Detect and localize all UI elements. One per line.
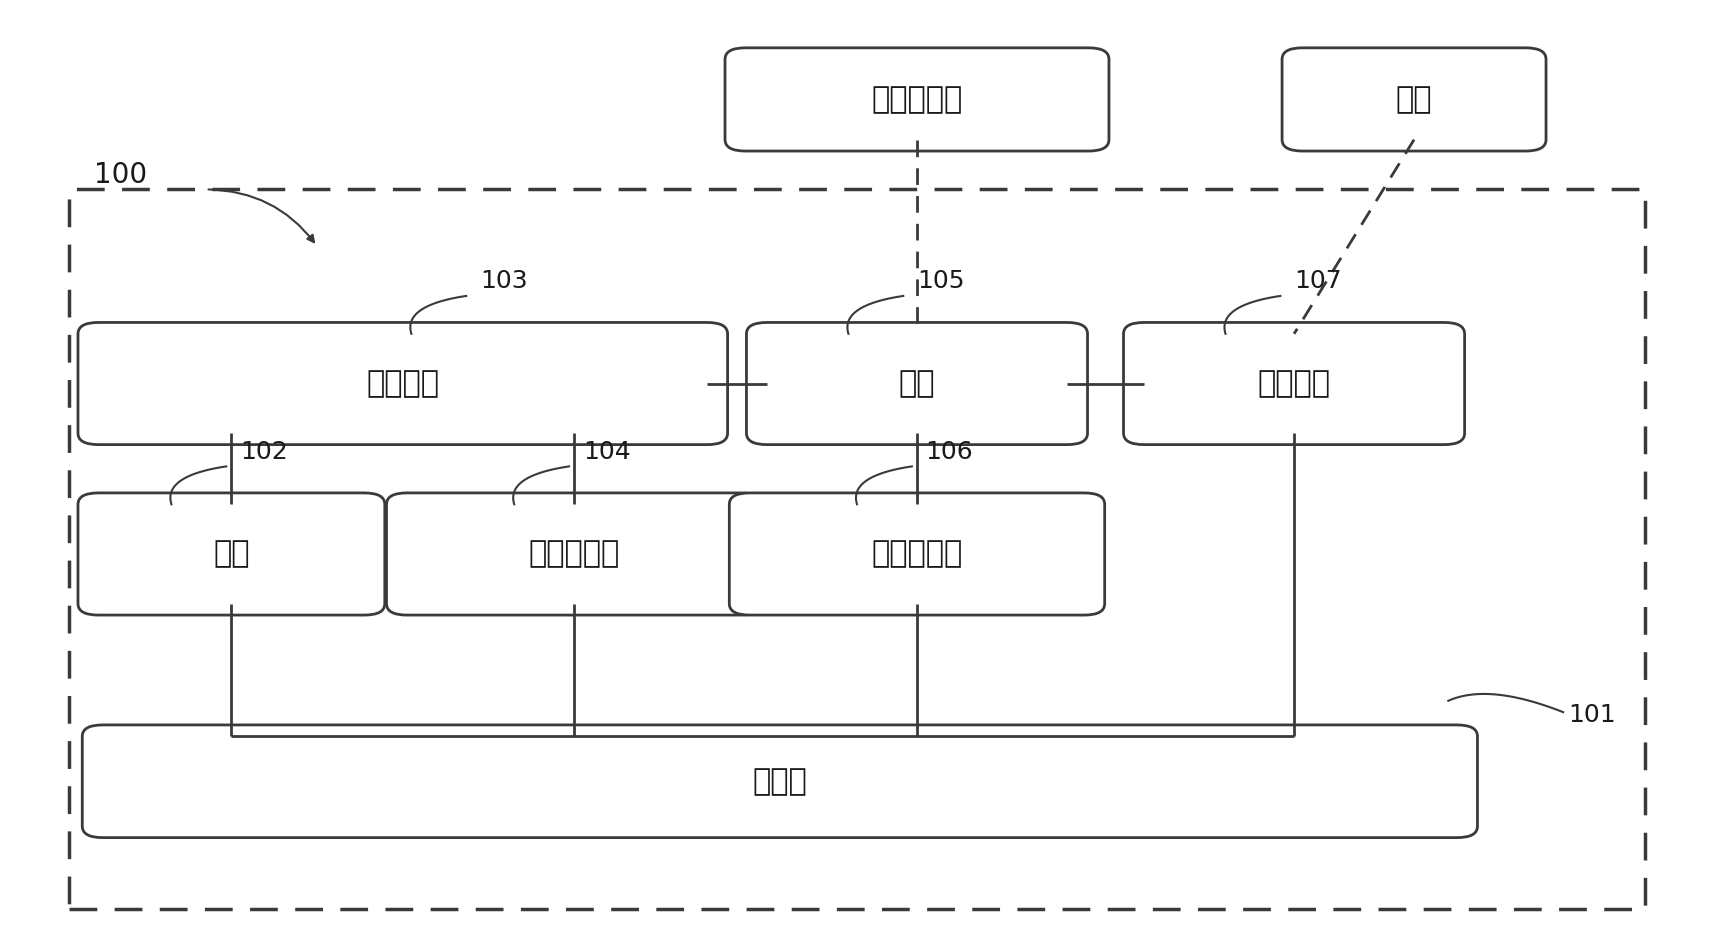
FancyBboxPatch shape bbox=[79, 492, 384, 616]
Text: 102: 102 bbox=[240, 439, 288, 464]
FancyBboxPatch shape bbox=[1124, 322, 1464, 445]
Text: 行程传感器: 行程传感器 bbox=[528, 540, 620, 568]
FancyBboxPatch shape bbox=[725, 47, 1109, 151]
FancyBboxPatch shape bbox=[386, 492, 761, 616]
Text: 101: 101 bbox=[1568, 703, 1616, 727]
Text: 106: 106 bbox=[926, 439, 974, 464]
Text: 主缸: 主缸 bbox=[898, 369, 936, 398]
Text: 105: 105 bbox=[917, 269, 965, 293]
FancyBboxPatch shape bbox=[77, 322, 727, 445]
Text: 车轮: 车轮 bbox=[1395, 85, 1433, 114]
Text: 控制器: 控制器 bbox=[752, 767, 807, 795]
FancyBboxPatch shape bbox=[1282, 47, 1546, 151]
FancyBboxPatch shape bbox=[730, 492, 1104, 616]
FancyBboxPatch shape bbox=[82, 725, 1477, 837]
Text: 107: 107 bbox=[1294, 269, 1342, 293]
Text: 压力传感器: 压力传感器 bbox=[871, 540, 963, 568]
Text: 103: 103 bbox=[480, 269, 528, 293]
Text: 104: 104 bbox=[583, 439, 631, 464]
Text: 轮缸开关: 轮缸开关 bbox=[1258, 369, 1330, 398]
Text: 制动液油壶: 制动液油壶 bbox=[871, 85, 963, 114]
Text: 齿轮齿条: 齿轮齿条 bbox=[367, 369, 439, 398]
FancyBboxPatch shape bbox=[746, 322, 1087, 445]
Text: 100: 100 bbox=[94, 161, 147, 189]
Text: 马达: 马达 bbox=[213, 540, 250, 568]
